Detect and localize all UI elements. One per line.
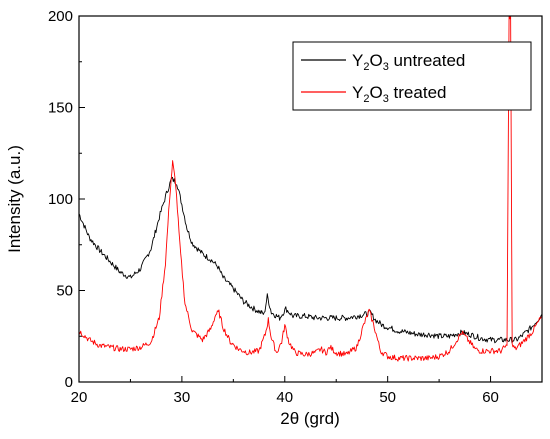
legend-label-1: Y2O3 untreated xyxy=(352,51,465,73)
x-tick-label: 30 xyxy=(174,389,191,406)
x-tick-label: 40 xyxy=(276,389,293,406)
y-tick-label: 150 xyxy=(48,100,73,117)
y-tick-label: 100 xyxy=(48,191,73,208)
x-tick-label: 50 xyxy=(379,389,396,406)
series-line-2 xyxy=(79,16,542,362)
y-axis-title: Intensity (a.u.) xyxy=(5,145,24,253)
legend-label-2: Y2O3 treated xyxy=(352,83,446,105)
ticks-layer: 20 30 40 50 60 0 50 100 150 200 xyxy=(48,8,499,406)
y-tick-label: 200 xyxy=(48,8,73,25)
legend: Y2O3 untreated Y2O3 treated xyxy=(292,41,532,111)
y-tick-label: 50 xyxy=(56,283,73,300)
series-layer xyxy=(79,16,542,362)
x-tick-label: 20 xyxy=(71,389,88,406)
x-tick-label: 60 xyxy=(482,389,499,406)
y-tick-label: 0 xyxy=(65,374,73,391)
legend-box xyxy=(292,41,532,111)
x-axis-title: 2θ (grd) xyxy=(280,409,340,428)
